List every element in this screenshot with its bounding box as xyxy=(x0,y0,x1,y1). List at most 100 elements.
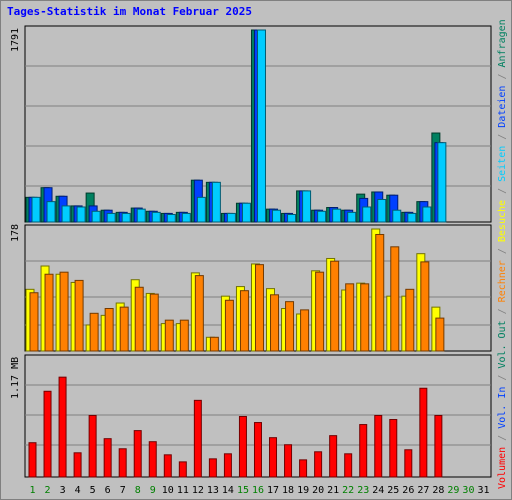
day-label-10: 10 xyxy=(162,485,174,496)
bar-volumen-16 xyxy=(253,422,262,478)
bar-volumen-21 xyxy=(329,435,338,478)
bar-seiten-11 xyxy=(181,212,191,223)
bar-rechner-12 xyxy=(194,275,204,352)
day-label-12: 12 xyxy=(192,485,204,496)
bar-rechner-28 xyxy=(435,317,445,352)
bar-seiten-10 xyxy=(166,213,176,223)
bar-rechner-15 xyxy=(239,290,249,352)
day-label-4: 4 xyxy=(75,485,81,496)
bar-rechner-5 xyxy=(89,312,99,352)
bar-rechner-23 xyxy=(360,283,370,352)
bar-rechner-3 xyxy=(59,271,69,352)
day-label-24: 24 xyxy=(372,485,384,496)
bar-seiten-23 xyxy=(362,206,372,223)
bar-volumen-14 xyxy=(223,453,232,478)
bar-seiten-24 xyxy=(377,198,387,223)
day-label-14: 14 xyxy=(222,485,234,496)
bar-volumen-5 xyxy=(88,414,97,478)
bar-seiten-20 xyxy=(317,210,327,223)
day-label-20: 20 xyxy=(312,485,324,496)
day-label-18: 18 xyxy=(282,485,294,496)
legend-item-vol-in: Vol. In xyxy=(497,387,508,429)
bar-rechner-1 xyxy=(29,292,39,352)
bar-volumen-8 xyxy=(133,430,142,478)
legend-item-rechner: Rechner xyxy=(497,260,508,302)
bar-seiten-26 xyxy=(407,212,417,223)
day-label-19: 19 xyxy=(297,485,309,496)
legend-item-volumen: Volumen xyxy=(497,447,508,489)
bar-rechner-24 xyxy=(375,233,385,352)
legend-separator: / xyxy=(497,429,508,447)
y-max-label-3: 1.17 MB xyxy=(10,357,21,399)
day-label-16: 16 xyxy=(252,485,264,496)
day-label-23: 23 xyxy=(357,485,369,496)
bar-volumen-6 xyxy=(103,438,112,478)
bar-rechner-19 xyxy=(300,309,310,352)
day-label-11: 11 xyxy=(177,485,189,496)
bar-seiten-19 xyxy=(302,190,312,223)
bar-seiten-6 xyxy=(106,212,116,223)
y-max-label-1: 1791 xyxy=(10,28,21,52)
day-label-21: 21 xyxy=(327,485,339,496)
day-label-25: 25 xyxy=(387,485,399,496)
bar-rechner-9 xyxy=(149,293,159,352)
day-label-15: 15 xyxy=(237,485,249,496)
bar-rechner-6 xyxy=(104,308,114,352)
bar-volumen-15 xyxy=(238,415,247,478)
bar-volumen-19 xyxy=(299,459,308,478)
bar-volumen-13 xyxy=(208,458,217,478)
day-label-1: 1 xyxy=(30,485,36,496)
bar-rechner-7 xyxy=(119,306,129,352)
bar-volumen-11 xyxy=(178,461,187,478)
legend-item-besuche: Besuche xyxy=(497,200,508,242)
day-label-17: 17 xyxy=(267,485,279,496)
day-label-9: 9 xyxy=(150,485,156,496)
legend-separator: / xyxy=(497,242,508,260)
bar-volumen-25 xyxy=(389,419,398,478)
bar-volumen-26 xyxy=(404,449,413,478)
bar-seiten-4 xyxy=(76,206,86,223)
bar-volumen-24 xyxy=(374,414,383,478)
day-label-3: 3 xyxy=(60,485,66,496)
legend-item-seiten: Seiten xyxy=(497,146,508,182)
legend-separator: / xyxy=(497,182,508,200)
bar-volumen-20 xyxy=(314,451,323,478)
bar-seiten-16 xyxy=(256,29,266,223)
day-label-28: 28 xyxy=(432,485,444,496)
bar-seiten-14 xyxy=(226,212,236,223)
bar-seiten-3 xyxy=(61,205,71,223)
bar-seiten-13 xyxy=(211,181,221,223)
bar-volumen-18 xyxy=(284,444,293,478)
y-max-label-2: 178 xyxy=(10,224,21,242)
day-label-6: 6 xyxy=(105,485,111,496)
legend-separator: / xyxy=(497,302,508,320)
day-label-13: 13 xyxy=(207,485,219,496)
day-label-27: 27 xyxy=(417,485,429,496)
bar-volumen-3 xyxy=(58,376,67,478)
bar-rechner-25 xyxy=(390,246,400,352)
day-label-7: 7 xyxy=(120,485,126,496)
bar-seiten-9 xyxy=(151,211,161,223)
legend-separator: / xyxy=(497,128,508,146)
bar-rechner-10 xyxy=(164,319,174,352)
bar-volumen-4 xyxy=(73,452,82,478)
bar-seiten-22 xyxy=(347,211,357,223)
bar-seiten-17 xyxy=(272,209,282,223)
day-label-29: 29 xyxy=(447,485,459,496)
day-label-2: 2 xyxy=(45,485,51,496)
bar-volumen-1 xyxy=(28,442,37,478)
bar-volumen-17 xyxy=(269,437,278,478)
bar-rechner-14 xyxy=(224,299,234,352)
bar-seiten-27 xyxy=(422,206,432,223)
bar-rechner-20 xyxy=(315,271,325,352)
legend-separator: / xyxy=(497,67,508,85)
day-label-31: 31 xyxy=(477,485,489,496)
bar-volumen-12 xyxy=(193,399,202,478)
bar-seiten-5 xyxy=(91,210,101,223)
bar-volumen-27 xyxy=(419,387,428,478)
chart-title: Tages-Statistik im Monat Februar 2025 xyxy=(7,5,253,18)
bar-rechner-2 xyxy=(44,273,54,352)
bar-rechner-18 xyxy=(285,301,295,352)
